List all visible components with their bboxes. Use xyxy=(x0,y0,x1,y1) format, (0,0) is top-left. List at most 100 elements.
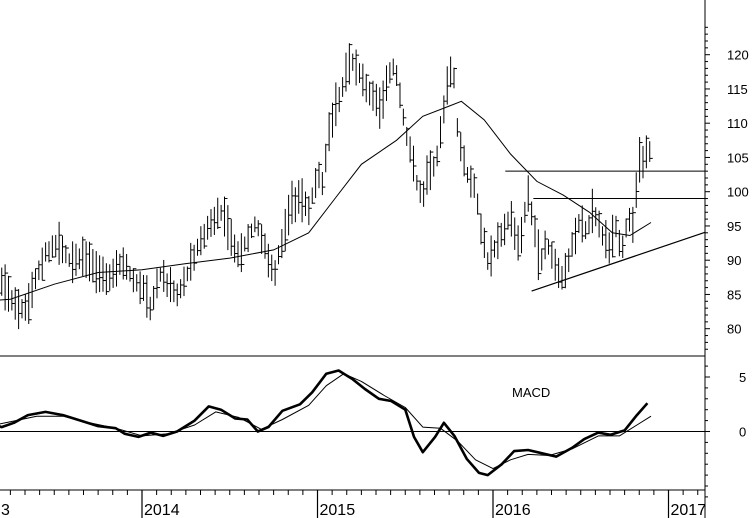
price-bar xyxy=(237,241,241,268)
price-y-tick-label: 100 xyxy=(727,185,749,200)
price-bar xyxy=(11,290,15,311)
price-bar xyxy=(244,236,248,252)
price-bar xyxy=(649,141,653,162)
price-bar xyxy=(163,259,167,292)
price-bar xyxy=(443,95,447,124)
price-bar xyxy=(409,136,414,163)
price-bar xyxy=(129,266,133,282)
price-bar xyxy=(291,180,295,225)
price-bar xyxy=(311,187,316,204)
price-bar xyxy=(34,268,39,290)
time-axis-label: 2017 xyxy=(671,502,707,518)
price-bar xyxy=(156,268,160,299)
price-bar xyxy=(625,218,630,238)
time-axis-label: 2016 xyxy=(495,502,531,518)
price-bar xyxy=(173,280,177,303)
price-bar xyxy=(507,211,511,230)
price-bar xyxy=(612,214,616,258)
price-bar xyxy=(75,243,79,276)
price-bar xyxy=(541,248,545,271)
price-bar xyxy=(551,241,555,269)
price-bar xyxy=(605,220,609,259)
price-bar xyxy=(558,257,562,289)
macd-panel xyxy=(0,369,705,477)
price-bar xyxy=(132,268,137,293)
ohlc-bars xyxy=(0,43,653,330)
price-bar xyxy=(281,228,285,259)
price-bar xyxy=(308,196,312,226)
price-bar xyxy=(294,187,299,223)
price-bar xyxy=(321,171,326,196)
price-bar xyxy=(0,292,2,294)
price-bar xyxy=(382,80,387,119)
price-bar xyxy=(271,254,275,282)
price-bar xyxy=(331,102,336,138)
price-y-tick-label: 115 xyxy=(727,82,748,97)
price-y-tick-label: 120 xyxy=(727,48,749,63)
price-bar xyxy=(375,83,380,117)
price-bar xyxy=(115,250,120,287)
price-bar xyxy=(31,271,36,309)
price-bar xyxy=(186,266,191,282)
trend-line xyxy=(531,231,706,292)
price-bar xyxy=(72,241,76,284)
price-bar xyxy=(608,232,613,264)
price-bar xyxy=(480,213,484,245)
price-bar xyxy=(470,165,474,198)
price-bar xyxy=(419,180,424,203)
price-bar xyxy=(362,63,366,97)
price-bar xyxy=(554,248,559,281)
price-bar xyxy=(220,204,225,221)
price-bar xyxy=(267,243,272,278)
price-bar xyxy=(433,156,437,177)
price-bar xyxy=(423,181,427,207)
price-bar xyxy=(247,224,252,253)
price-bar xyxy=(527,175,532,212)
price-bar xyxy=(85,241,90,279)
price-bar xyxy=(274,260,279,286)
price-bar xyxy=(642,145,646,179)
price-bar xyxy=(223,196,228,237)
price-bar xyxy=(109,264,113,291)
price-bar xyxy=(493,240,498,258)
price-bar xyxy=(342,77,346,97)
price-bar xyxy=(585,221,589,240)
price-bar xyxy=(369,81,373,106)
price-bar xyxy=(547,239,552,255)
price-bar xyxy=(429,150,434,191)
price-bar xyxy=(105,263,110,295)
price-bar xyxy=(136,274,140,292)
price-bar xyxy=(14,287,19,320)
price-bar xyxy=(4,264,9,311)
price-bar xyxy=(82,236,86,277)
price-bar xyxy=(402,108,407,126)
price-bar xyxy=(453,67,457,89)
price-bar xyxy=(146,275,150,318)
price-y-tick-label: 95 xyxy=(727,219,741,234)
price-bar xyxy=(379,87,383,129)
price-bar xyxy=(504,213,508,246)
price-bar xyxy=(28,283,32,325)
price-y-tick-label: 90 xyxy=(727,253,741,268)
price-bar xyxy=(338,86,343,113)
price-bar xyxy=(190,242,194,281)
price-bar xyxy=(537,229,542,281)
price-bar xyxy=(517,225,522,261)
price-bar xyxy=(95,251,100,294)
price-bar xyxy=(568,248,572,273)
price-bar xyxy=(325,143,329,173)
price-bar xyxy=(595,207,599,227)
price-bar xyxy=(18,289,22,330)
price-bar xyxy=(203,223,208,249)
macd-label: MACD xyxy=(512,385,550,400)
price-bar xyxy=(112,258,117,288)
price-bar xyxy=(335,82,339,127)
price-bar xyxy=(153,285,157,310)
price-bar xyxy=(500,222,505,247)
price-bar xyxy=(622,235,626,258)
price-bar xyxy=(318,161,322,189)
price-bar xyxy=(477,193,481,215)
price-bar xyxy=(1,267,5,296)
price-bar xyxy=(119,253,123,275)
